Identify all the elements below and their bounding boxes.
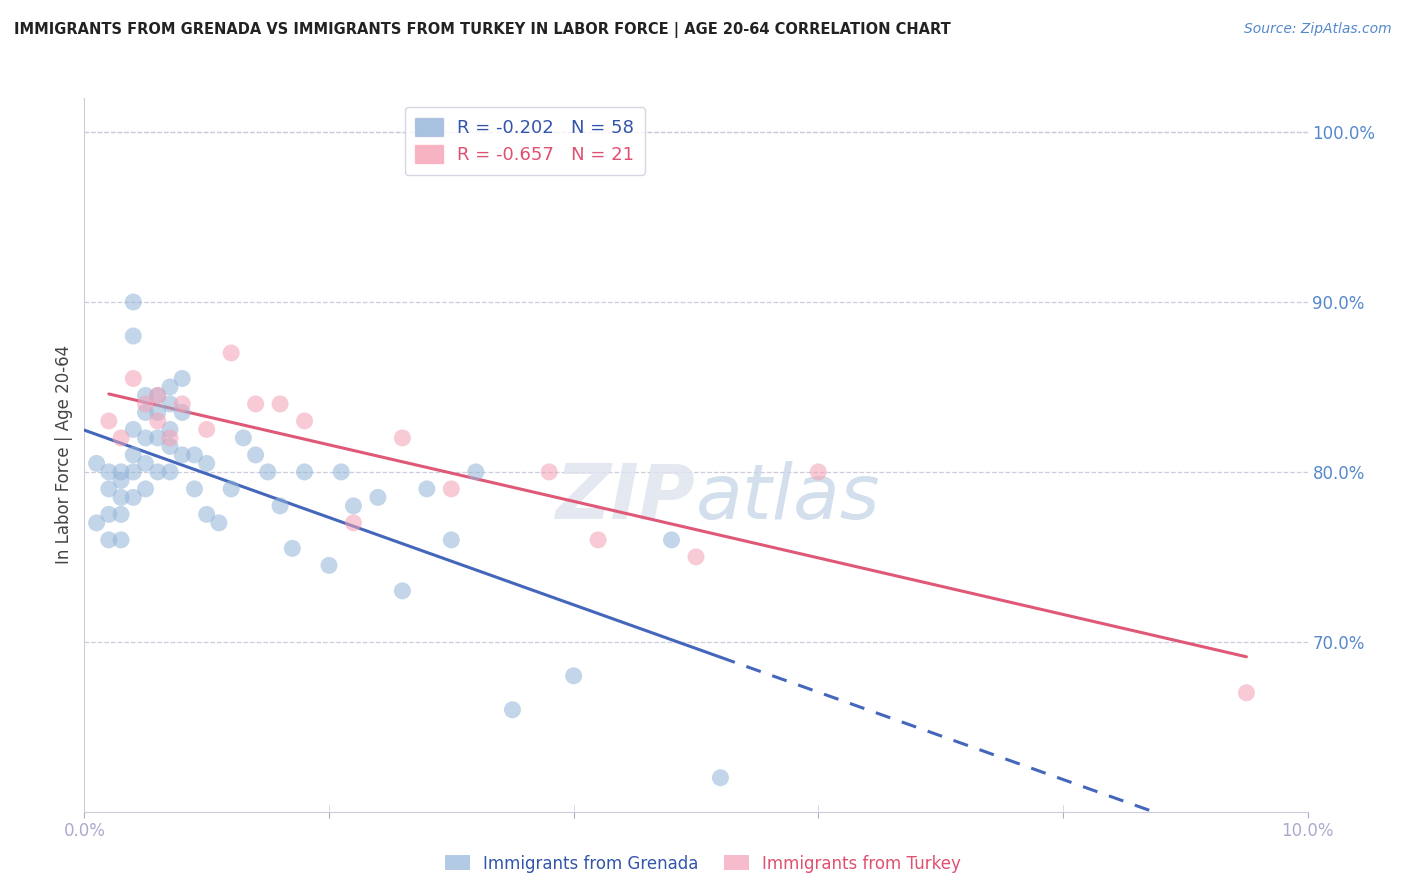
Point [146, 388, 169, 402]
Point [219, 346, 242, 360]
Point [367, 491, 389, 505]
Point [110, 431, 132, 445]
Point [135, 397, 157, 411]
Text: atlas: atlas [696, 461, 880, 534]
Point [281, 541, 304, 556]
Point [97, 508, 120, 522]
Point [269, 499, 291, 513]
Point [135, 405, 157, 419]
Point [172, 397, 194, 411]
Point [257, 465, 280, 479]
Point [159, 422, 181, 436]
Point [269, 397, 291, 411]
Point [159, 465, 181, 479]
Point [440, 533, 463, 547]
Point [146, 405, 169, 419]
Point [159, 397, 181, 411]
Point [110, 491, 132, 505]
Point [110, 474, 132, 488]
Y-axis label: In Labor Force | Age 20-64: In Labor Force | Age 20-64 [55, 345, 73, 565]
Point [172, 371, 194, 385]
Point [159, 380, 181, 394]
Point [135, 457, 157, 471]
Point [183, 448, 205, 462]
Point [159, 431, 181, 445]
Point [562, 669, 585, 683]
Point [110, 465, 132, 479]
Point [219, 482, 242, 496]
Point [709, 771, 731, 785]
Point [183, 482, 205, 496]
Point [159, 439, 181, 453]
Point [122, 465, 145, 479]
Point [318, 558, 340, 573]
Point [135, 482, 157, 496]
Point [146, 431, 169, 445]
Point [294, 414, 316, 428]
Point [195, 422, 218, 436]
Point [135, 431, 157, 445]
Point [146, 465, 169, 479]
Point [586, 533, 609, 547]
Point [440, 482, 463, 496]
Point [245, 397, 267, 411]
Point [97, 482, 120, 496]
Point [122, 491, 145, 505]
Point [1234, 686, 1257, 700]
Point [195, 457, 218, 471]
Legend: Immigrants from Grenada, Immigrants from Turkey: Immigrants from Grenada, Immigrants from… [439, 848, 967, 880]
Text: Source: ZipAtlas.com: Source: ZipAtlas.com [1244, 22, 1392, 37]
Legend: R = -0.202   N = 58, R = -0.657   N = 21: R = -0.202 N = 58, R = -0.657 N = 21 [405, 107, 645, 175]
Point [122, 371, 145, 385]
Point [245, 448, 267, 462]
Point [86, 457, 108, 471]
Point [342, 516, 364, 530]
Point [391, 583, 413, 598]
Point [330, 465, 353, 479]
Point [685, 549, 707, 564]
Point [110, 533, 132, 547]
Point [208, 516, 231, 530]
Point [97, 414, 120, 428]
Point [97, 533, 120, 547]
Point [502, 703, 524, 717]
Point [416, 482, 439, 496]
Point [172, 448, 194, 462]
Point [661, 533, 683, 547]
Point [122, 422, 145, 436]
Point [135, 388, 157, 402]
Point [146, 414, 169, 428]
Point [110, 508, 132, 522]
Point [294, 465, 316, 479]
Point [232, 431, 254, 445]
Point [122, 295, 145, 310]
Point [342, 499, 364, 513]
Point [172, 405, 194, 419]
Text: IMMIGRANTS FROM GRENADA VS IMMIGRANTS FROM TURKEY IN LABOR FORCE | AGE 20-64 COR: IMMIGRANTS FROM GRENADA VS IMMIGRANTS FR… [14, 22, 950, 38]
Point [195, 508, 218, 522]
Point [122, 448, 145, 462]
Text: ZIP: ZIP [557, 461, 696, 534]
Point [807, 465, 830, 479]
Point [538, 465, 561, 479]
Point [86, 516, 108, 530]
Point [391, 431, 413, 445]
Point [97, 465, 120, 479]
Point [146, 388, 169, 402]
Point [122, 329, 145, 343]
Point [464, 465, 486, 479]
